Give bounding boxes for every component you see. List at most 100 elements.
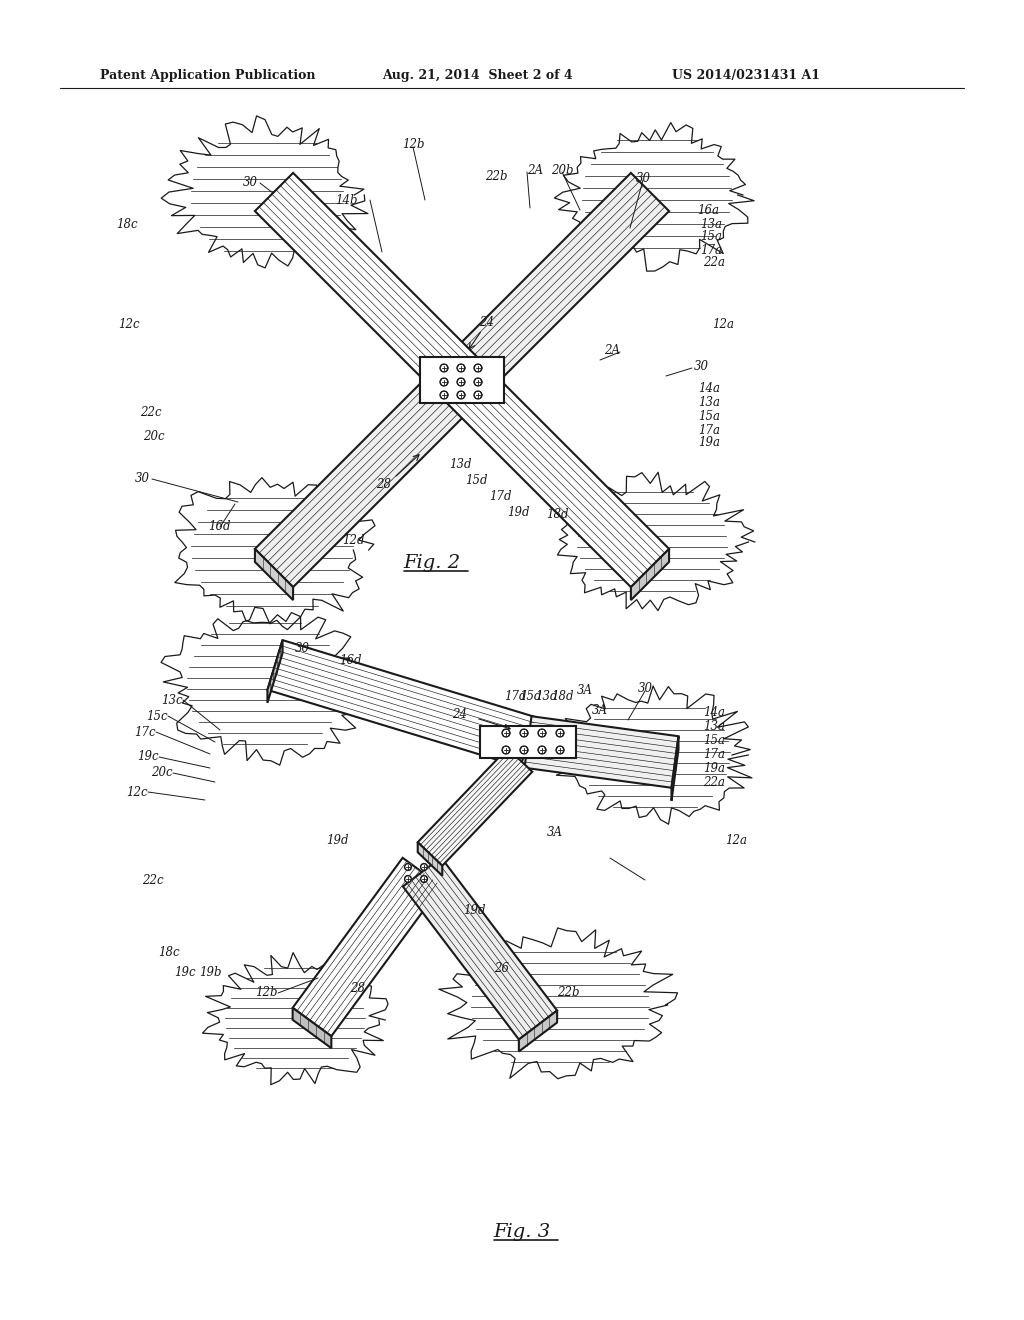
- Polygon shape: [480, 726, 575, 758]
- Text: 15d: 15d: [465, 474, 487, 487]
- Text: 30: 30: [694, 359, 709, 372]
- Text: 22a: 22a: [703, 776, 725, 789]
- Text: 14a: 14a: [703, 706, 725, 719]
- Text: 22a: 22a: [703, 256, 725, 269]
- Polygon shape: [255, 173, 669, 587]
- Circle shape: [502, 746, 510, 754]
- Text: 19b: 19b: [200, 965, 222, 978]
- Text: 30: 30: [636, 172, 650, 185]
- Circle shape: [440, 378, 449, 385]
- Polygon shape: [418, 842, 442, 875]
- Text: 17d: 17d: [488, 491, 511, 503]
- Circle shape: [538, 746, 546, 754]
- Text: 18d: 18d: [551, 690, 573, 704]
- Text: 15d: 15d: [519, 690, 542, 704]
- Text: 14b: 14b: [336, 194, 358, 206]
- Text: 19d: 19d: [507, 507, 529, 520]
- Text: 12a: 12a: [725, 833, 746, 846]
- Circle shape: [440, 391, 449, 399]
- Polygon shape: [255, 173, 669, 587]
- Polygon shape: [293, 858, 441, 1036]
- Text: 12b: 12b: [401, 137, 424, 150]
- Text: 26: 26: [495, 961, 510, 974]
- Text: 15a: 15a: [700, 231, 722, 243]
- Text: 17c: 17c: [134, 726, 156, 738]
- Circle shape: [457, 391, 465, 399]
- Text: 18c: 18c: [159, 945, 180, 958]
- Text: 16d: 16d: [339, 653, 361, 667]
- Circle shape: [421, 875, 427, 883]
- Circle shape: [474, 391, 482, 399]
- Text: 3A: 3A: [547, 825, 563, 838]
- Text: 15a: 15a: [698, 411, 720, 424]
- Text: 19c: 19c: [137, 751, 159, 763]
- Text: 30: 30: [638, 682, 652, 696]
- Text: 16a: 16a: [697, 203, 719, 216]
- Text: 30: 30: [243, 177, 257, 190]
- Text: 19c: 19c: [174, 965, 196, 978]
- Polygon shape: [293, 1007, 332, 1048]
- Circle shape: [556, 729, 564, 737]
- Text: 15c: 15c: [146, 710, 168, 722]
- Text: 17a: 17a: [700, 243, 722, 256]
- Text: 13d: 13d: [535, 690, 557, 704]
- Circle shape: [520, 729, 528, 737]
- Polygon shape: [524, 717, 679, 788]
- Circle shape: [474, 364, 482, 372]
- Text: 20c: 20c: [143, 430, 165, 444]
- Circle shape: [440, 364, 449, 372]
- Text: 15a: 15a: [703, 734, 725, 747]
- Text: 30: 30: [135, 473, 150, 486]
- Text: 19a: 19a: [703, 763, 725, 776]
- Text: 12b: 12b: [256, 986, 278, 999]
- Text: 14a: 14a: [698, 383, 720, 396]
- Polygon shape: [631, 549, 669, 601]
- Polygon shape: [519, 1011, 557, 1052]
- Circle shape: [457, 378, 465, 385]
- Text: 18c: 18c: [117, 218, 138, 231]
- Text: 22b: 22b: [557, 986, 580, 998]
- Text: Patent Application Publication: Patent Application Publication: [100, 69, 315, 82]
- Circle shape: [457, 364, 465, 372]
- Text: 28: 28: [377, 479, 391, 491]
- Text: 18d: 18d: [546, 507, 568, 520]
- Text: 12c: 12c: [119, 318, 140, 331]
- Text: US 2014/0231431 A1: US 2014/0231431 A1: [672, 69, 820, 82]
- Text: 2A: 2A: [527, 164, 543, 177]
- Polygon shape: [420, 356, 504, 403]
- Text: 13c: 13c: [162, 693, 183, 706]
- Text: 24: 24: [479, 315, 495, 329]
- Text: 22c: 22c: [140, 405, 162, 418]
- Text: 22b: 22b: [484, 170, 507, 183]
- Polygon shape: [255, 549, 293, 601]
- Text: 24: 24: [453, 708, 468, 721]
- Polygon shape: [402, 858, 557, 1039]
- Text: 19d: 19d: [326, 833, 348, 846]
- Polygon shape: [672, 737, 679, 801]
- Text: 3A: 3A: [592, 704, 608, 717]
- Text: 13a: 13a: [700, 218, 722, 231]
- Text: 3A: 3A: [577, 685, 593, 697]
- Text: 20c: 20c: [152, 767, 173, 780]
- Polygon shape: [418, 748, 532, 866]
- Text: 12d: 12d: [342, 535, 365, 548]
- Text: 16d: 16d: [208, 520, 230, 533]
- Text: Fig. 3: Fig. 3: [494, 1224, 551, 1241]
- Text: 17a: 17a: [703, 748, 725, 762]
- Circle shape: [404, 875, 412, 883]
- Text: 30: 30: [295, 642, 309, 655]
- Text: 22c: 22c: [142, 874, 164, 887]
- Circle shape: [404, 863, 412, 870]
- Text: 19a: 19a: [698, 437, 720, 450]
- Circle shape: [421, 863, 427, 870]
- Text: 12a: 12a: [712, 318, 734, 331]
- Circle shape: [538, 729, 546, 737]
- Text: 13a: 13a: [703, 721, 725, 734]
- Text: 19d: 19d: [463, 903, 485, 916]
- Text: 13d: 13d: [449, 458, 471, 471]
- Text: 12c: 12c: [126, 785, 148, 799]
- Text: 17d: 17d: [504, 690, 526, 704]
- Polygon shape: [267, 640, 536, 767]
- Circle shape: [556, 746, 564, 754]
- Text: 13a: 13a: [698, 396, 720, 409]
